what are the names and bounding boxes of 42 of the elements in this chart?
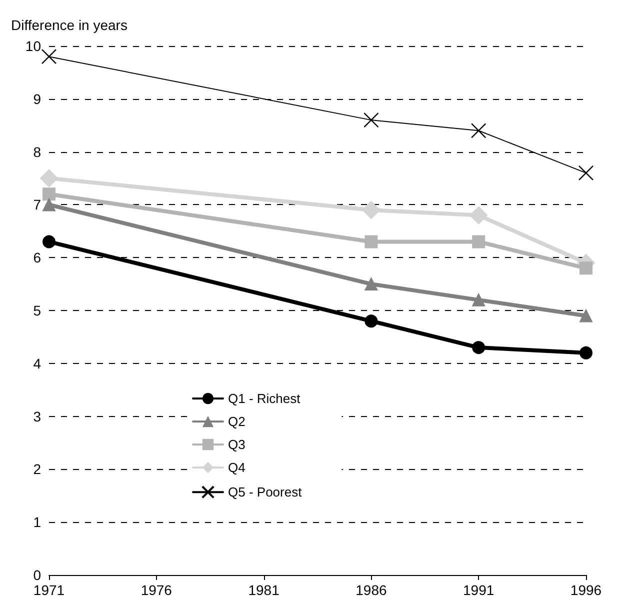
- point: [471, 123, 486, 138]
- x-tick-label: 1981: [248, 582, 280, 598]
- y-tick-label: 4: [33, 355, 42, 372]
- point: [41, 48, 57, 64]
- point: [472, 341, 486, 354]
- point: [42, 198, 56, 212]
- point: [40, 169, 58, 188]
- point: [470, 206, 488, 224]
- point: [580, 346, 592, 360]
- y-tick-label: 7: [33, 196, 42, 213]
- point: [364, 112, 379, 128]
- y-tick-label: 8: [33, 144, 42, 160]
- point: [364, 278, 378, 291]
- legend-label: Q2: [228, 414, 246, 429]
- point: [472, 235, 486, 248]
- legend-label: Q4: [228, 460, 246, 475]
- y-tick-label: 0: [33, 567, 42, 583]
- y-tick-label: 9: [33, 90, 42, 107]
- y-tick-label: 2: [33, 461, 42, 478]
- legend-label: Q5 - Poorest: [228, 484, 302, 500]
- y-tick-label: 3: [33, 408, 42, 424]
- x-tick-label: 1971: [33, 582, 65, 598]
- legend-label: Q1 - Richest: [228, 391, 301, 406]
- x-tick-label: 1976: [140, 582, 172, 598]
- y-tick-label: 10: [25, 38, 42, 54]
- x-tick-label: 1986: [356, 582, 387, 598]
- point: [364, 314, 378, 328]
- y-axis-title: Difference in years: [11, 17, 128, 33]
- y-tick-label: 6: [33, 250, 42, 266]
- point: [472, 293, 486, 306]
- point: [42, 188, 56, 201]
- point: [362, 200, 380, 219]
- point: [578, 165, 594, 181]
- y-tick-label: 5: [33, 302, 42, 318]
- y-tick-label: 1: [33, 514, 42, 530]
- x-tick-label: 1996: [570, 582, 602, 598]
- x-tick-label: 1991: [463, 582, 494, 598]
- point: [580, 309, 592, 322]
- legend-label: Q3: [228, 437, 246, 452]
- point: [42, 235, 56, 248]
- point: [364, 235, 378, 248]
- point: [580, 262, 592, 275]
